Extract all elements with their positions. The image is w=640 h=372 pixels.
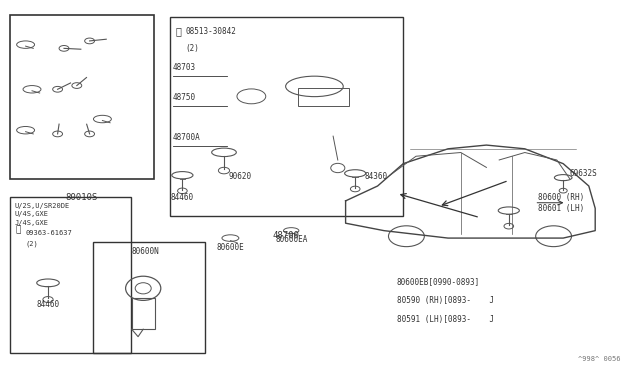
Text: 80010S: 80010S [65,193,98,202]
Text: Ⓢ: Ⓢ [16,225,21,234]
Text: 80601 (LH): 80601 (LH) [538,204,584,213]
Text: 48703: 48703 [173,63,196,72]
Text: (2): (2) [26,240,38,247]
Text: U/2S,U/SR20DE
U/4S,GXE
J/4S,GXE: U/2S,U/SR20DE U/4S,GXE J/4S,GXE [15,203,70,226]
Text: 80590 (RH)[0893-    J: 80590 (RH)[0893- J [397,296,494,305]
Text: 09363-61637: 09363-61637 [26,230,72,235]
Bar [10,15,154,179]
Text: 48700: 48700 [273,231,300,240]
Text: 48700A: 48700A [173,133,200,142]
Text: 69632S: 69632S [570,169,598,178]
Bar [93,242,205,353]
Text: 80600N: 80600N [132,247,160,256]
Text: 48750: 48750 [173,93,196,102]
Text: ^998^ 0056: ^998^ 0056 [579,356,621,362]
Text: 80600EB[0990-0893]: 80600EB[0990-0893] [397,278,480,286]
Text: 80600EA: 80600EA [275,235,307,244]
Text: 90620: 90620 [228,172,252,181]
Bar [298,88,349,106]
Text: Ⓢ: Ⓢ [176,27,182,36]
Text: 84360: 84360 [364,171,387,180]
Bar [170,17,403,216]
Bar [10,197,131,353]
Text: (2): (2) [186,44,200,53]
Text: 80591 (LH)[0893-    J: 80591 (LH)[0893- J [397,315,494,324]
Text: 80600E: 80600E [216,243,244,252]
Text: 08513-30842: 08513-30842 [186,27,236,36]
Text: 80600 (RH): 80600 (RH) [538,193,584,202]
Text: 84460: 84460 [36,300,60,309]
Text: 84460: 84460 [171,193,194,202]
